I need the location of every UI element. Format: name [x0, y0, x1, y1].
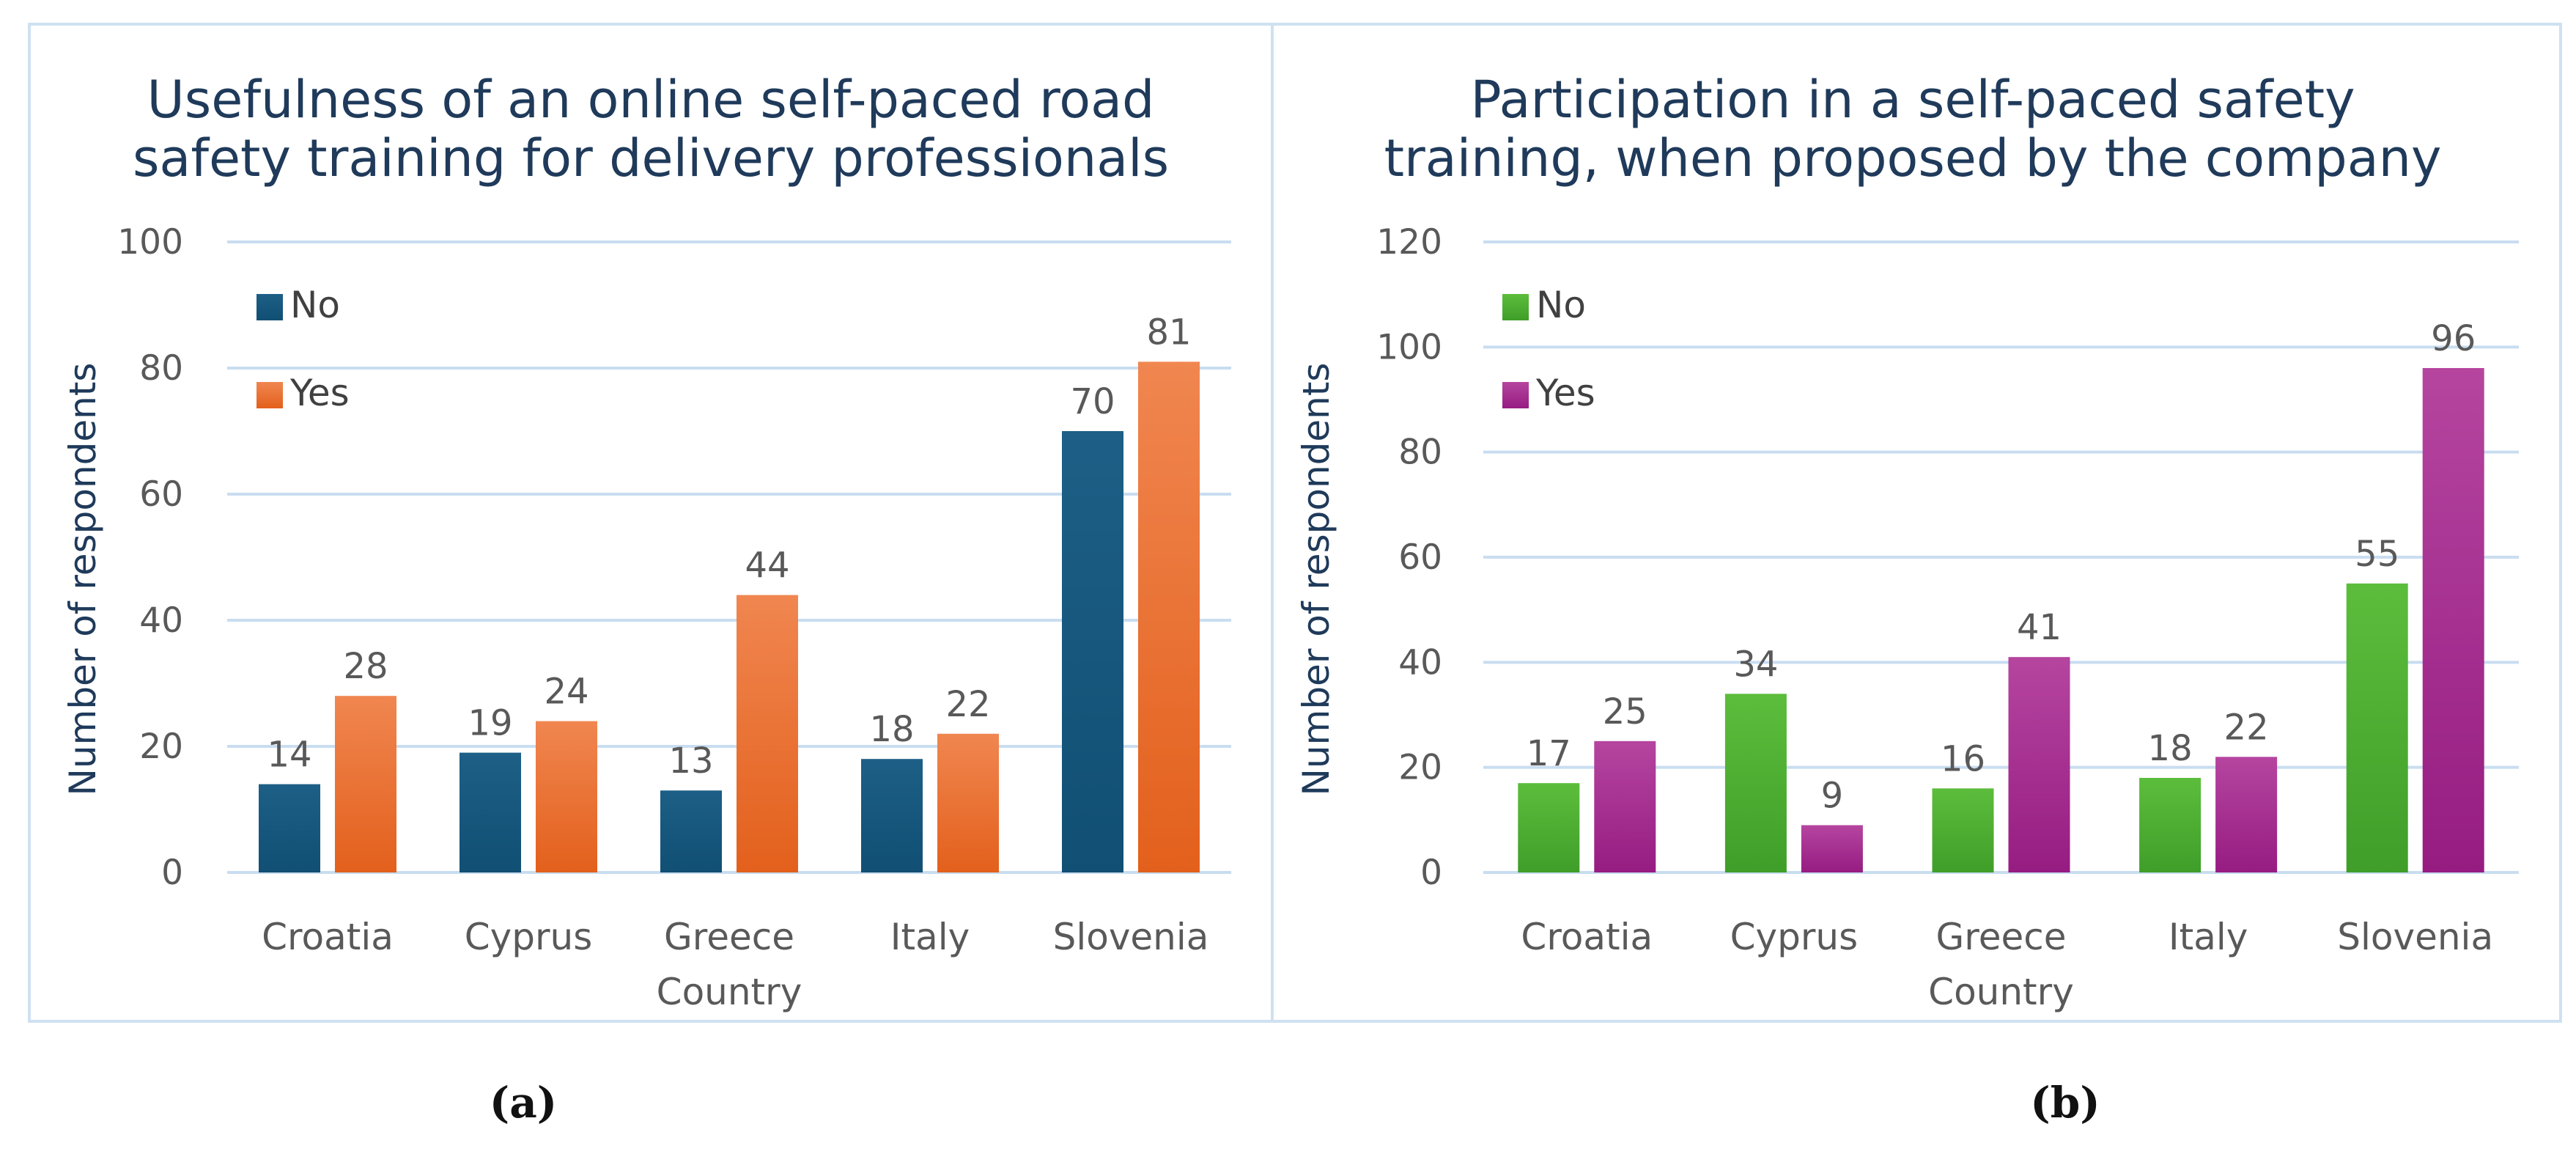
x-tick-a-slovenia: Slovenia [1053, 916, 1209, 958]
x-tick-a-croatia: Croatia [262, 916, 394, 958]
y-axis-label-a: Number of respondents [62, 363, 104, 796]
y-tick-b-80: 80 [1398, 433, 1442, 473]
legend-swatch-b-no [1502, 294, 1529, 320]
data-label-b-no-croatia: 17 [1527, 733, 1571, 774]
bar-b-no-cyprus [1724, 694, 1787, 872]
data-label-a-no-slovenia: 70 [1070, 381, 1115, 422]
y-tick-a-0: 0 [161, 853, 183, 893]
legend-swatch-a-yes [257, 382, 283, 408]
bar-b-yes-greece [2008, 657, 2070, 872]
data-label-b-yes-croatia: 25 [1603, 691, 1647, 732]
y-tick-a-60: 60 [139, 474, 183, 515]
bar-a-yes-cyprus [536, 721, 597, 872]
bar-a-no-italy [861, 759, 923, 872]
bar-a-no-slovenia [1062, 431, 1123, 872]
y-tick-a-100: 100 [117, 222, 183, 262]
x-axis-label-b: Country [1928, 971, 2074, 1013]
chart-title-b-line-1: Participation in a self-paced safety [1470, 70, 2355, 130]
data-label-b-no-cyprus: 34 [1733, 644, 1778, 685]
x-tick-a-greece: Greece [664, 916, 794, 958]
y-tick-b-0: 0 [1420, 853, 1442, 893]
data-label-a-yes-italy: 22 [945, 684, 990, 725]
data-label-b-no-greece: 16 [1941, 738, 1985, 779]
data-label-a-no-italy: 18 [869, 709, 914, 750]
x-tick-b-croatia: Croatia [1521, 916, 1653, 958]
legend-swatch-b-yes [1502, 382, 1529, 408]
y-tick-b-120: 120 [1376, 222, 1442, 262]
chart-a: Usefulness of an online self-paced roads… [62, 70, 1231, 1013]
y-tick-a-40: 40 [139, 600, 183, 641]
bar-b-no-slovenia [2346, 583, 2408, 872]
chart-title-b-line-2: training, when proposed by the company [1384, 128, 2442, 188]
chart-title-a-line-2: safety training for delivery professiona… [133, 128, 1169, 188]
data-label-a-yes-greece: 44 [745, 545, 789, 587]
bar-a-yes-croatia [335, 696, 396, 872]
bar-a-yes-italy [937, 733, 999, 872]
legend-label-b-no: No [1536, 284, 1586, 326]
x-tick-a-cyprus: Cyprus [465, 916, 593, 958]
bar-a-no-croatia [259, 784, 320, 872]
x-tick-b-italy: Italy [2169, 916, 2248, 958]
data-label-a-no-greece: 13 [668, 740, 713, 782]
data-label-b-no-slovenia: 55 [2355, 534, 2399, 575]
chart-b: Participation in a self-paced safetytrai… [1295, 70, 2519, 1013]
panel-label-b: (b) [2030, 1078, 2100, 1128]
y-tick-b-20: 20 [1398, 748, 1442, 788]
x-tick-b-greece: Greece [1936, 916, 2067, 958]
y-tick-b-100: 100 [1376, 327, 1442, 367]
legend-swatch-a-no [257, 294, 283, 320]
data-label-a-no-cyprus: 19 [468, 703, 512, 744]
bar-b-yes-croatia [1594, 740, 1656, 872]
y-tick-a-20: 20 [139, 727, 183, 767]
data-label-b-yes-slovenia: 96 [2431, 318, 2476, 359]
bar-a-no-cyprus [460, 752, 521, 872]
y-axis-label-b: Number of respondents [1295, 363, 1337, 796]
x-tick-b-cyprus: Cyprus [1730, 916, 1859, 958]
bar-b-yes-slovenia [2422, 368, 2484, 872]
panel-label-a: (a) [489, 1078, 558, 1128]
data-label-a-no-croatia: 14 [267, 735, 311, 776]
y-tick-b-60: 60 [1398, 537, 1442, 578]
x-axis-label-a: Country [657, 971, 802, 1013]
data-label-b-yes-italy: 22 [2224, 707, 2269, 748]
data-label-b-yes-cyprus: 9 [1821, 776, 1844, 817]
legend-label-a-no: No [290, 284, 340, 326]
x-tick-a-italy: Italy [890, 916, 970, 958]
data-label-a-yes-slovenia: 81 [1146, 312, 1191, 353]
legend-label-b-yes: Yes [1535, 372, 1595, 414]
bar-a-no-greece [660, 790, 722, 872]
y-tick-b-40: 40 [1398, 642, 1442, 683]
bar-b-no-italy [2139, 778, 2202, 872]
y-tick-a-80: 80 [139, 348, 183, 389]
data-label-a-yes-cyprus: 24 [544, 672, 588, 713]
bar-a-yes-greece [737, 595, 798, 872]
legend-label-a-yes: Yes [289, 372, 350, 414]
x-tick-b-slovenia: Slovenia [2337, 916, 2493, 958]
data-label-a-yes-croatia: 28 [343, 646, 388, 687]
chart-title-a-line-1: Usefulness of an online self-paced road [147, 70, 1155, 130]
bar-b-yes-italy [2215, 757, 2278, 872]
bar-a-yes-slovenia [1138, 361, 1200, 872]
data-label-b-yes-greece: 41 [2017, 607, 2062, 648]
data-label-b-no-italy: 18 [2148, 728, 2193, 769]
bar-b-no-greece [1932, 788, 1994, 872]
bar-b-yes-cyprus [1801, 825, 1863, 872]
bar-b-no-croatia [1518, 783, 1580, 872]
